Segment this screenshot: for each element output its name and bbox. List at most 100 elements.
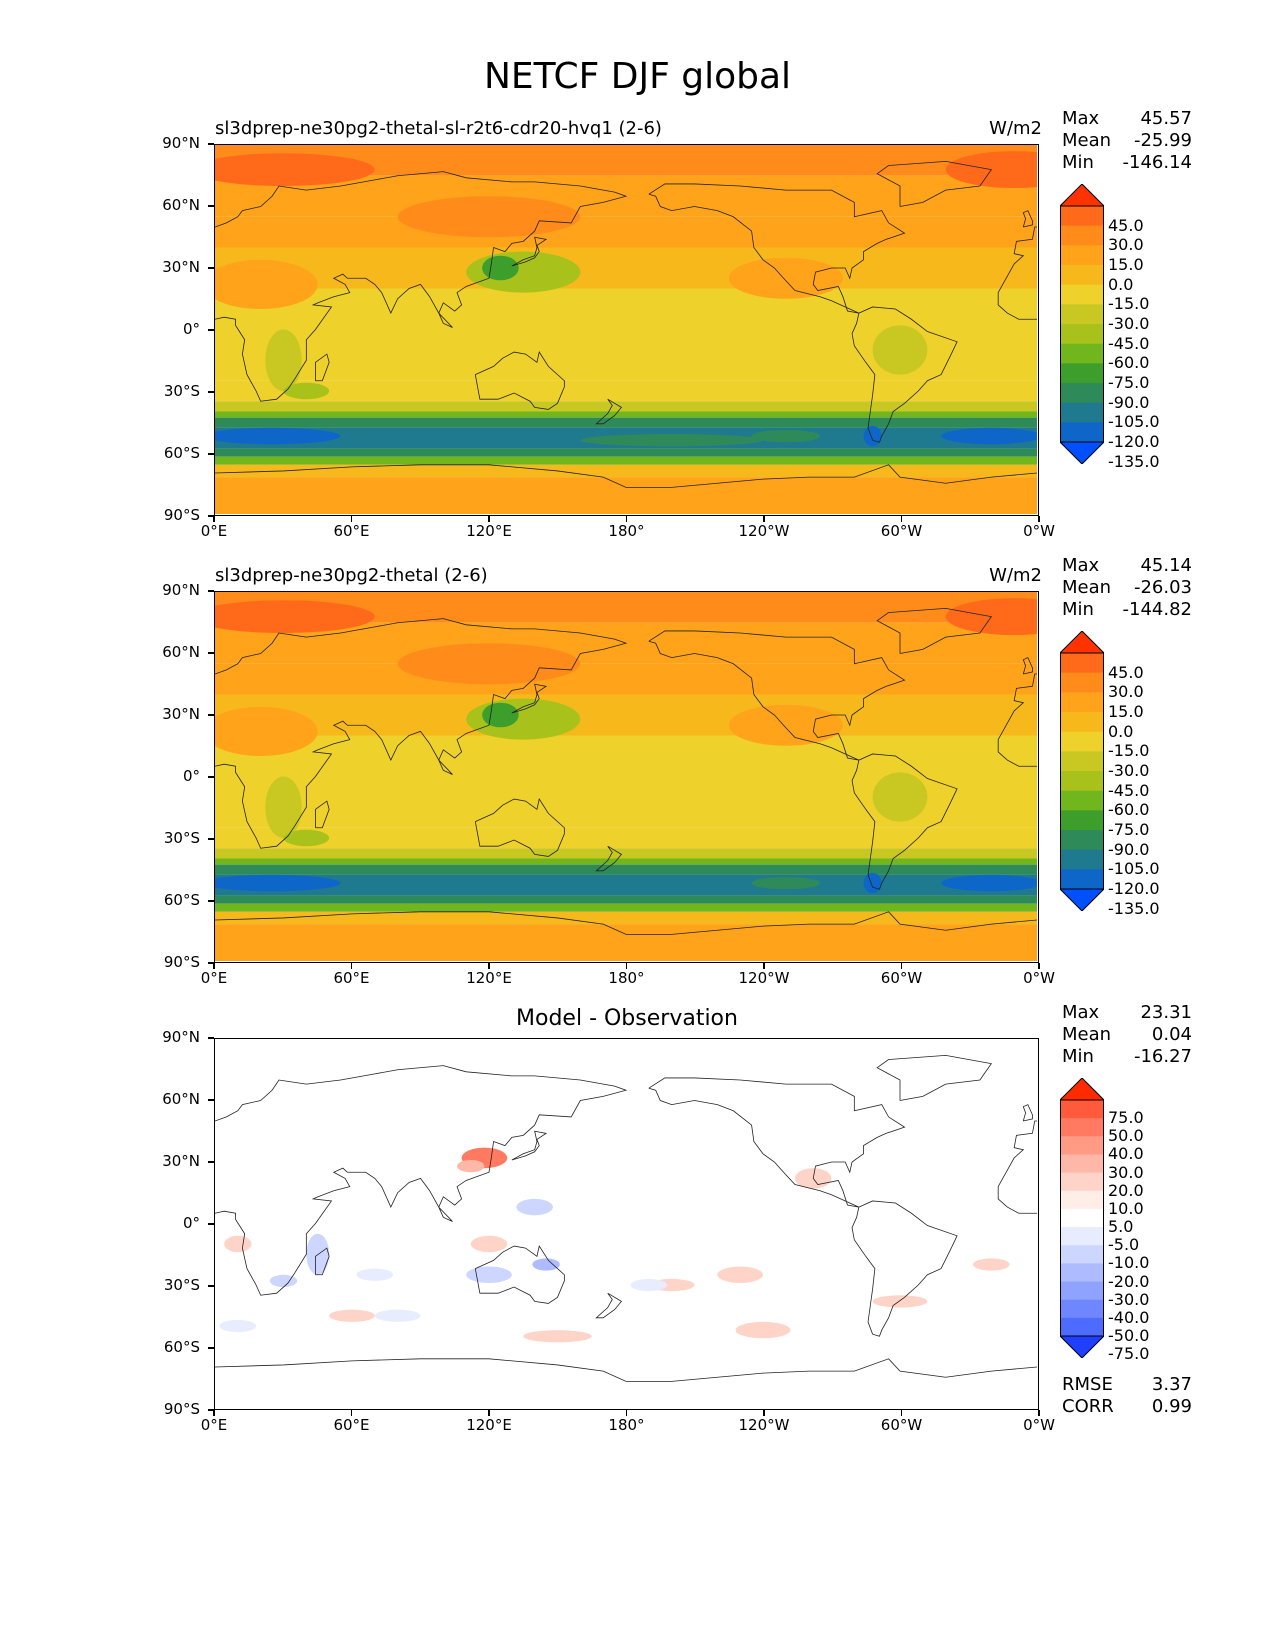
field-contour <box>751 429 821 443</box>
coastline <box>876 607 993 654</box>
y-tick-label: 90°S <box>140 953 214 971</box>
colorbar-tick-label: 30.0 <box>1108 682 1144 702</box>
colorbar-tick-label: 20.0 <box>1108 1180 1144 1200</box>
coastline <box>215 464 1037 488</box>
colorbar-swatch <box>1060 402 1104 423</box>
coastline <box>215 1065 628 1296</box>
colorbar-swatch <box>1060 712 1104 733</box>
stat-value: 45.14 <box>1140 555 1192 576</box>
colorbar-tick-label: 75.0 <box>1108 1108 1144 1128</box>
stat-value: -25.99 <box>1133 130 1192 151</box>
colorbar-tick-label: -105.0 <box>1108 859 1160 879</box>
colorbar-swatch <box>1060 1100 1104 1119</box>
coastline <box>215 171 628 402</box>
colorbar-tick-label: -15.0 <box>1108 294 1150 314</box>
stat-label: Mean <box>1062 1024 1112 1045</box>
field-contour <box>329 1309 375 1322</box>
field-band <box>215 380 1037 402</box>
coastline <box>1022 1104 1033 1122</box>
coastline <box>511 683 548 714</box>
stat-label: Min <box>1062 152 1094 173</box>
field-contour <box>735 1321 791 1339</box>
y-tick-label: 30°N <box>140 1152 214 1170</box>
colorbar-swatch <box>1060 830 1104 851</box>
map-plot <box>214 1038 1039 1410</box>
stat-label: CORR <box>1062 1396 1114 1417</box>
stat-label: RMSE <box>1062 1374 1113 1395</box>
coastline <box>648 1077 906 1208</box>
colorbar-swatch <box>1060 1172 1104 1192</box>
y-tick-label: 60°S <box>140 444 214 462</box>
y-tick-label: 90°S <box>140 1400 214 1418</box>
field-band <box>215 401 1037 412</box>
field-contour <box>265 329 302 391</box>
colorbar-swatch <box>1060 1208 1104 1228</box>
coastline <box>851 306 958 443</box>
field-contour <box>215 874 341 892</box>
coastline <box>215 911 1037 935</box>
coastline <box>474 1245 565 1304</box>
coastline <box>474 351 565 410</box>
y-tick-label: 0° <box>140 1214 214 1232</box>
coastline <box>997 673 1037 767</box>
colorbar-tick-label: -20.0 <box>1108 1271 1150 1291</box>
colorbar-swatch <box>1060 810 1104 831</box>
field-contour <box>863 425 882 447</box>
y-tick-label: 30°N <box>140 705 214 723</box>
field-contour <box>580 881 763 894</box>
field-contour <box>872 1295 928 1308</box>
field-band <box>215 464 1037 478</box>
coastline <box>215 618 628 849</box>
colorbar-tick-label: 15.0 <box>1108 702 1144 721</box>
colorbar-swatch <box>1060 672 1104 693</box>
y-tick-label: 30°S <box>140 829 214 847</box>
colorbar-swatch <box>1060 1118 1104 1137</box>
y-tick-label: 60°N <box>140 196 214 214</box>
colorbar-swatch <box>1060 1299 1104 1319</box>
field-contour <box>215 259 318 309</box>
colorbar-swatch <box>1060 1154 1104 1174</box>
colorbar-tick-label: 5.0 <box>1108 1217 1134 1237</box>
panel-title-left: sl3dprep-ne30pg2-thetal (2-6) <box>215 565 488 586</box>
x-tick-label: 60°E <box>317 963 387 987</box>
colorbar-tick-label: -30.0 <box>1108 314 1150 333</box>
x-tick-label: 120°E <box>454 1410 524 1434</box>
field-contour <box>532 1258 560 1271</box>
x-tick-label: 0°E <box>179 963 249 987</box>
colorbar-tick-label: 0.0 <box>1108 721 1134 741</box>
colorbar-tick-label: -40.0 <box>1108 1307 1150 1327</box>
colorbar-tick-label: -60.0 <box>1108 800 1150 820</box>
coastline <box>215 1358 1037 1382</box>
colorbar-extend-bottom <box>1060 888 1104 911</box>
colorbar-tick-label: -30.0 <box>1108 1289 1150 1309</box>
colorbar-swatch <box>1060 1190 1104 1210</box>
field-contour <box>466 1266 512 1283</box>
y-tick-label: 60°N <box>140 643 214 661</box>
colorbar-swatch <box>1060 422 1104 443</box>
field-band <box>215 911 1037 925</box>
colorbar-swatch <box>1060 1227 1104 1246</box>
coastline <box>1022 657 1033 675</box>
colorbar-tick-label: 10.0 <box>1108 1198 1144 1218</box>
colorbar-extend-top <box>1060 1078 1104 1101</box>
y-tick-label: 60°N <box>140 1090 214 1108</box>
field-band <box>215 456 1037 465</box>
colorbar-swatch <box>1060 304 1104 325</box>
coastline <box>595 398 623 425</box>
colorbar-tick-label: -105.0 <box>1108 412 1160 432</box>
field-contour <box>224 1235 252 1253</box>
field-contour <box>397 643 581 685</box>
colorbar-tick-label: -45.0 <box>1108 780 1150 800</box>
colorbar-tick-label: -30.0 <box>1108 761 1150 780</box>
panel-model-2: sl3dprep-ne30pg2-thetal (2-6) W/m2 90°N 60°… <box>0 555 1275 1035</box>
colorbar-swatch <box>1060 324 1104 345</box>
colorbar-tick-label: 45.0 <box>1108 215 1144 235</box>
y-tick-label: 90°S <box>140 506 214 524</box>
stat-value: -26.03 <box>1133 577 1192 598</box>
colorbar-tick-label: -15.0 <box>1108 741 1150 761</box>
field-band <box>215 417 1037 428</box>
colorbar-swatch <box>1060 225 1104 246</box>
coastline <box>474 798 565 857</box>
field-contour <box>397 196 581 238</box>
panel-title-left: sl3dprep-ne30pg2-thetal-sl-r2t6-cdr20-hv… <box>215 118 662 139</box>
